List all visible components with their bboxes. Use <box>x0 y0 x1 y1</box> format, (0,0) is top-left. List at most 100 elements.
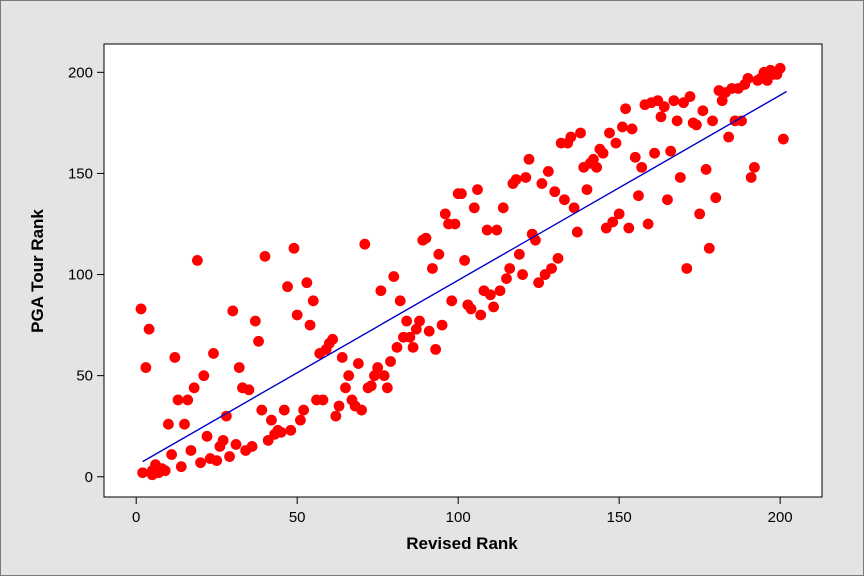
data-point <box>420 232 432 244</box>
data-point <box>135 303 147 315</box>
data-point <box>710 192 722 204</box>
data-point <box>159 465 171 477</box>
data-point <box>169 352 181 363</box>
data-point <box>774 62 786 74</box>
data-point <box>352 358 364 369</box>
data-point <box>439 208 451 220</box>
data-point <box>291 309 303 321</box>
data-point <box>629 151 641 163</box>
data-point <box>340 382 351 394</box>
data-point <box>298 404 310 416</box>
data-point <box>388 271 400 282</box>
data-point <box>481 224 493 236</box>
data-point <box>616 121 628 133</box>
data-point <box>642 218 654 230</box>
data-point <box>501 273 512 284</box>
data-point <box>369 370 380 382</box>
data-point <box>674 172 686 183</box>
data-point <box>494 285 506 297</box>
data-point <box>381 382 393 394</box>
data-point <box>211 455 223 466</box>
data-point <box>497 202 509 214</box>
data-point <box>565 131 577 143</box>
data-point <box>636 161 648 173</box>
data-point <box>736 115 747 127</box>
data-point <box>343 370 355 382</box>
data-point <box>365 380 377 392</box>
data-point <box>233 362 245 373</box>
data-point <box>520 172 532 183</box>
data-point <box>179 418 190 430</box>
data-point <box>143 323 155 335</box>
data-point <box>188 382 200 394</box>
data-point <box>484 289 496 301</box>
data-point <box>175 461 187 473</box>
data-point <box>465 303 477 315</box>
data-point <box>208 348 219 359</box>
data-point <box>140 362 152 373</box>
data-point <box>523 153 535 165</box>
data-point <box>552 252 564 264</box>
data-point <box>433 248 445 260</box>
data-point <box>459 254 471 266</box>
data-point <box>542 166 554 177</box>
data-point <box>191 254 203 266</box>
data-point <box>581 184 593 196</box>
data-point <box>385 356 396 367</box>
data-point <box>137 467 149 479</box>
y-tick-label: 50 <box>76 368 93 385</box>
data-point <box>307 295 319 307</box>
data-point <box>559 194 570 206</box>
data-point <box>665 145 677 157</box>
y-tick-label: 150 <box>68 165 93 182</box>
data-point <box>220 410 232 422</box>
data-point <box>571 226 583 238</box>
data-point <box>684 91 696 102</box>
data-point <box>591 161 603 173</box>
regression-line <box>142 90 787 463</box>
y-tick-label: 100 <box>68 267 93 284</box>
data-point <box>198 370 210 382</box>
x-tick-label: 50 <box>289 509 306 526</box>
data-point <box>662 194 673 206</box>
data-point <box>623 222 635 234</box>
data-point <box>327 333 339 345</box>
data-point <box>172 394 184 406</box>
data-point <box>246 441 258 452</box>
data-point <box>401 315 413 327</box>
x-tick-label: 100 <box>446 509 471 526</box>
data-point <box>285 424 297 436</box>
data-point <box>607 216 619 228</box>
data-point <box>504 263 516 274</box>
data-point <box>217 434 229 446</box>
data-point <box>256 404 268 416</box>
data-point <box>742 72 754 84</box>
data-point <box>671 115 683 127</box>
data-point <box>649 147 660 159</box>
data-point <box>449 218 461 230</box>
data-point <box>510 174 522 185</box>
data-point <box>745 172 757 183</box>
data-point <box>317 394 329 406</box>
data-point <box>375 285 387 297</box>
data-point <box>404 331 416 343</box>
data-point <box>336 352 348 363</box>
data-point <box>610 137 622 149</box>
data-points <box>135 62 789 481</box>
data-point <box>517 269 528 280</box>
x-tick-label: 0 <box>132 509 140 526</box>
data-point <box>748 161 760 173</box>
data-point <box>282 281 293 293</box>
data-point <box>697 105 709 117</box>
data-point <box>468 202 480 214</box>
data-point <box>182 394 194 406</box>
data-point <box>620 103 631 115</box>
data-point <box>626 123 638 135</box>
data-point <box>224 451 235 462</box>
data-point <box>723 131 735 143</box>
data-point <box>230 439 242 450</box>
data-point <box>475 309 487 321</box>
data-point <box>427 263 438 274</box>
